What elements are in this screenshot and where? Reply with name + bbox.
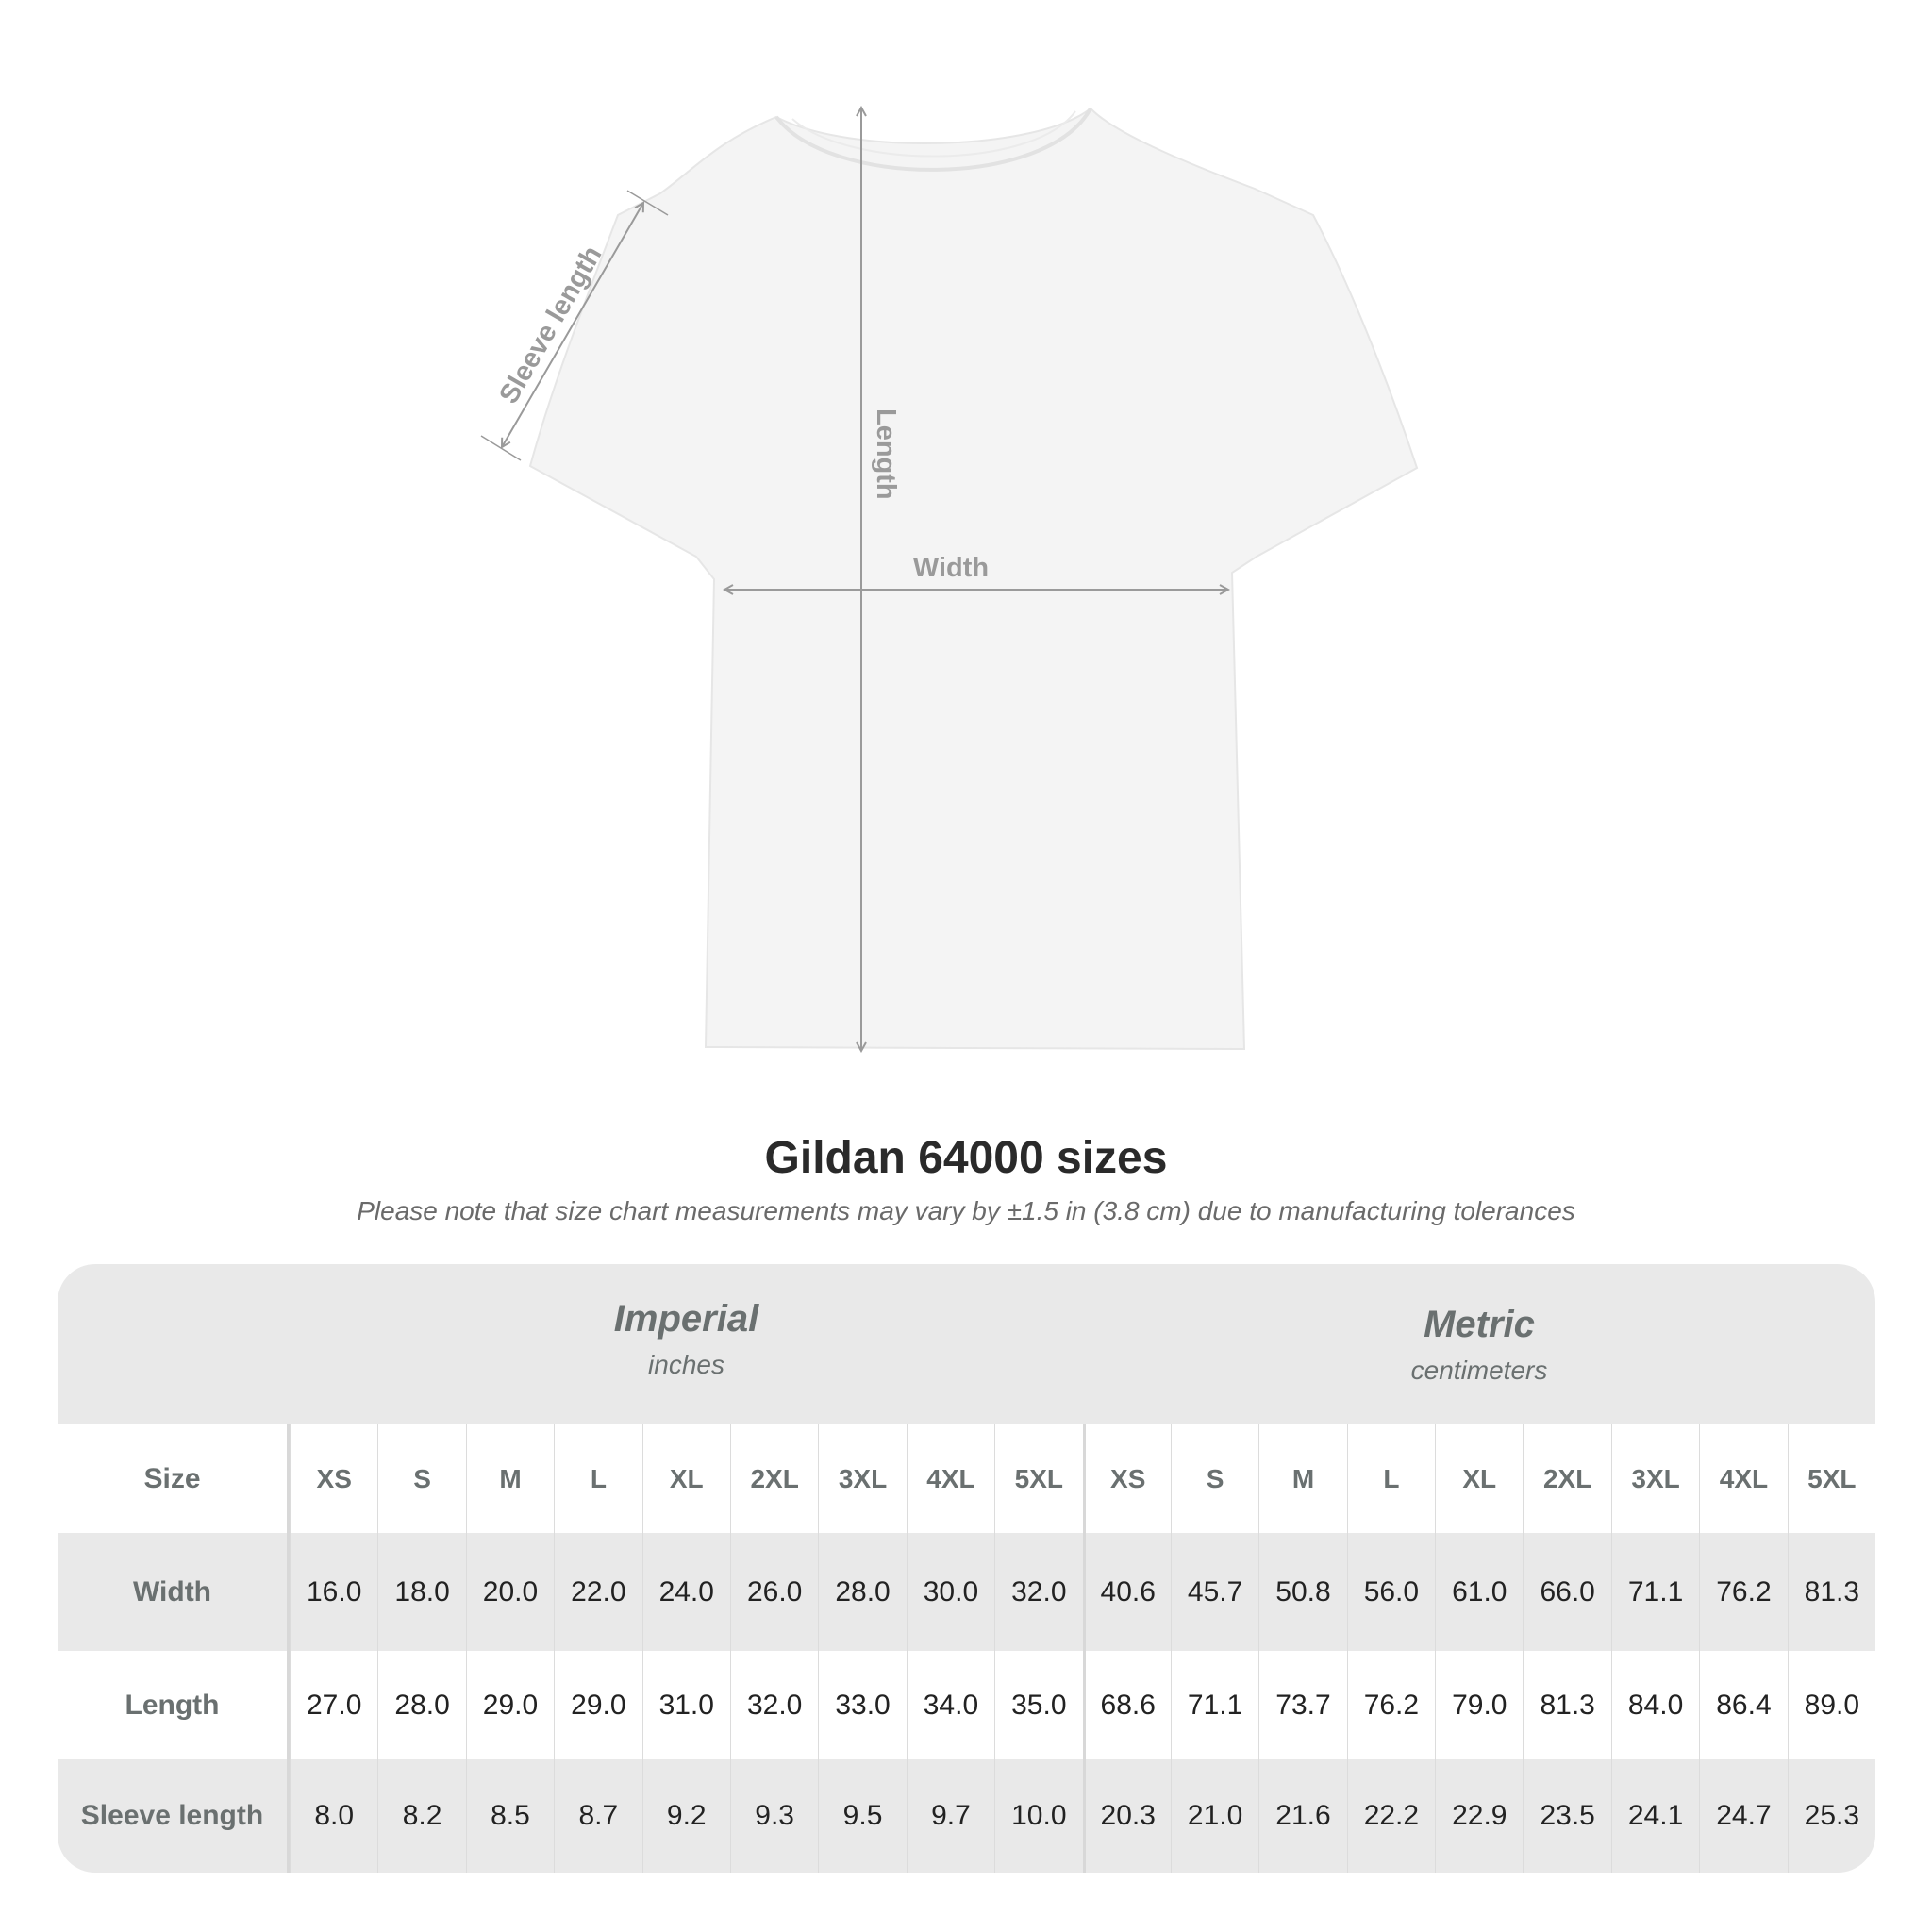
metric-cell: 23.5 <box>1523 1759 1610 1873</box>
metric-cell: 71.1 <box>1170 1651 1258 1759</box>
imperial-cell: 9.7 <box>906 1759 994 1873</box>
length-label: Length <box>871 408 901 500</box>
metric-cell: 89.0 <box>1787 1651 1875 1759</box>
sleeve-tick-bottom <box>480 435 522 461</box>
imperial-cell: XS <box>290 1424 377 1533</box>
imperial-cell: 8.2 <box>377 1759 465 1873</box>
imperial-cell: XL <box>641 1424 730 1533</box>
imperial-cell: 34.0 <box>906 1651 994 1759</box>
metric-cell: 25.3 <box>1787 1759 1875 1873</box>
page-title: Gildan 64000 sizes <box>764 1133 1168 1183</box>
metric-cell: 68.6 <box>1082 1651 1171 1759</box>
imperial-cell: 33.0 <box>818 1651 906 1759</box>
metric-cell: 21.6 <box>1258 1759 1346 1873</box>
imperial-cell: 28.0 <box>818 1533 906 1651</box>
row-label: Length <box>58 1651 290 1759</box>
tolerance-note: Please note that size chart measurements… <box>357 1196 1575 1225</box>
metric-cell: 50.8 <box>1258 1533 1346 1651</box>
table-row: Length 27.0 28.0 29.0 29.0 31.0 32.0 33.0 34.0 35… <box>58 1651 1875 1759</box>
imperial-cell: 9.2 <box>641 1759 730 1873</box>
metric-cell: 61.0 <box>1435 1533 1523 1651</box>
imperial-cell: 8.7 <box>554 1759 641 1873</box>
metric-unit: centimeters <box>1410 1356 1548 1385</box>
metric-cell: M <box>1258 1424 1346 1533</box>
imperial-cell: 16.0 <box>290 1533 377 1651</box>
metric-cell: 3XL <box>1610 1424 1699 1533</box>
imperial-cell: L <box>554 1424 641 1533</box>
imperial-cell: 3XL <box>818 1424 906 1533</box>
imperial-cell: 8.5 <box>465 1759 554 1873</box>
metric-cell: 73.7 <box>1258 1651 1346 1759</box>
imperial-cell: 9.5 <box>818 1759 906 1873</box>
metric-cell: S <box>1170 1424 1258 1533</box>
imperial-cell: 32.0 <box>729 1651 818 1759</box>
imperial-cell: 4XL <box>906 1424 994 1533</box>
collar-inner <box>791 110 1076 158</box>
metric-cell: 81.3 <box>1787 1533 1875 1651</box>
metric-cell: 86.4 <box>1699 1651 1787 1759</box>
sleeve-tick-top <box>626 190 669 216</box>
metric-cell: 71.1 <box>1610 1533 1699 1651</box>
collar <box>774 108 1092 172</box>
imperial-cell: 2XL <box>729 1424 818 1533</box>
table-row: Sleeve length 8.0 8.2 8.5 8.7 9.2 9.3 9.5 9.7 10.… <box>58 1759 1875 1873</box>
imperial-cell: 5XL <box>994 1424 1082 1533</box>
width-label: Width <box>913 553 989 583</box>
imperial-cell: 27.0 <box>290 1651 377 1759</box>
imperial-cell: 32.0 <box>994 1533 1082 1651</box>
imperial-cell: 8.0 <box>290 1759 377 1873</box>
metric-title: Metric <box>1424 1304 1535 1345</box>
imperial-cell: 35.0 <box>994 1651 1082 1759</box>
sleeve-arrow <box>502 203 643 447</box>
imperial-cell: 24.0 <box>641 1533 730 1651</box>
metric-cell: XL <box>1435 1424 1523 1533</box>
imperial-cell: 18.0 <box>377 1533 465 1651</box>
imperial-cell: 31.0 <box>641 1651 730 1759</box>
imperial-group-header: Imperial inches <box>290 1264 1083 1424</box>
imperial-cell: 29.0 <box>465 1651 554 1759</box>
table-row: Width 16.0 18.0 20.0 22.0 24.0 26.0 28.0 30.0 32.… <box>58 1533 1875 1651</box>
imperial-cell: 28.0 <box>377 1651 465 1759</box>
metric-cell: 79.0 <box>1435 1651 1523 1759</box>
tshirt-diagram: Sleeve length Length Width <box>480 0 1419 1094</box>
row-label: Size <box>58 1424 290 1533</box>
imperial-cell: S <box>377 1424 465 1533</box>
metric-group-header: Metric centimeters <box>1083 1264 1875 1424</box>
metric-cell: 76.2 <box>1699 1533 1787 1651</box>
row-label: Sleeve length <box>58 1759 290 1873</box>
row-label: Width <box>58 1533 290 1651</box>
imperial-cell: 22.0 <box>554 1533 641 1651</box>
metric-cell: L <box>1346 1424 1435 1533</box>
size-table: Imperial inches Metric centimeters Size X… <box>58 1264 1875 1873</box>
metric-cell: 24.7 <box>1699 1759 1787 1873</box>
imperial-title: Imperial <box>613 1298 759 1340</box>
imperial-cell: 10.0 <box>994 1759 1082 1873</box>
metric-cell: 21.0 <box>1170 1759 1258 1873</box>
metric-cell: 2XL <box>1523 1424 1610 1533</box>
imperial-cell: 29.0 <box>554 1651 641 1759</box>
metric-cell: 66.0 <box>1523 1533 1610 1651</box>
metric-cell: XS <box>1082 1424 1171 1533</box>
metric-cell: 22.2 <box>1346 1759 1435 1873</box>
size-header-row: Size XS S M L XL 2XL 3XL 4XL 5XL XS S M L XL 2XL 3XL 4XL 5… <box>58 1424 1875 1533</box>
imperial-cell: 30.0 <box>906 1533 994 1651</box>
imperial-cell: 26.0 <box>729 1533 818 1651</box>
metric-cell: 4XL <box>1699 1424 1787 1533</box>
metric-cell: 20.3 <box>1082 1759 1171 1873</box>
metric-cell: 84.0 <box>1610 1651 1699 1759</box>
imperial-cell: 20.0 <box>465 1533 554 1651</box>
metric-cell: 45.7 <box>1170 1533 1258 1651</box>
imperial-cell: M <box>465 1424 554 1533</box>
metric-cell: 76.2 <box>1346 1651 1435 1759</box>
metric-cell: 22.9 <box>1435 1759 1523 1873</box>
metric-cell: 40.6 <box>1082 1533 1171 1651</box>
metric-cell: 56.0 <box>1346 1533 1435 1651</box>
imperial-unit: inches <box>648 1350 724 1379</box>
metric-cell: 5XL <box>1787 1424 1875 1533</box>
imperial-cell: 9.3 <box>729 1759 818 1873</box>
metric-cell: 24.1 <box>1610 1759 1699 1873</box>
metric-cell: 81.3 <box>1523 1651 1610 1759</box>
